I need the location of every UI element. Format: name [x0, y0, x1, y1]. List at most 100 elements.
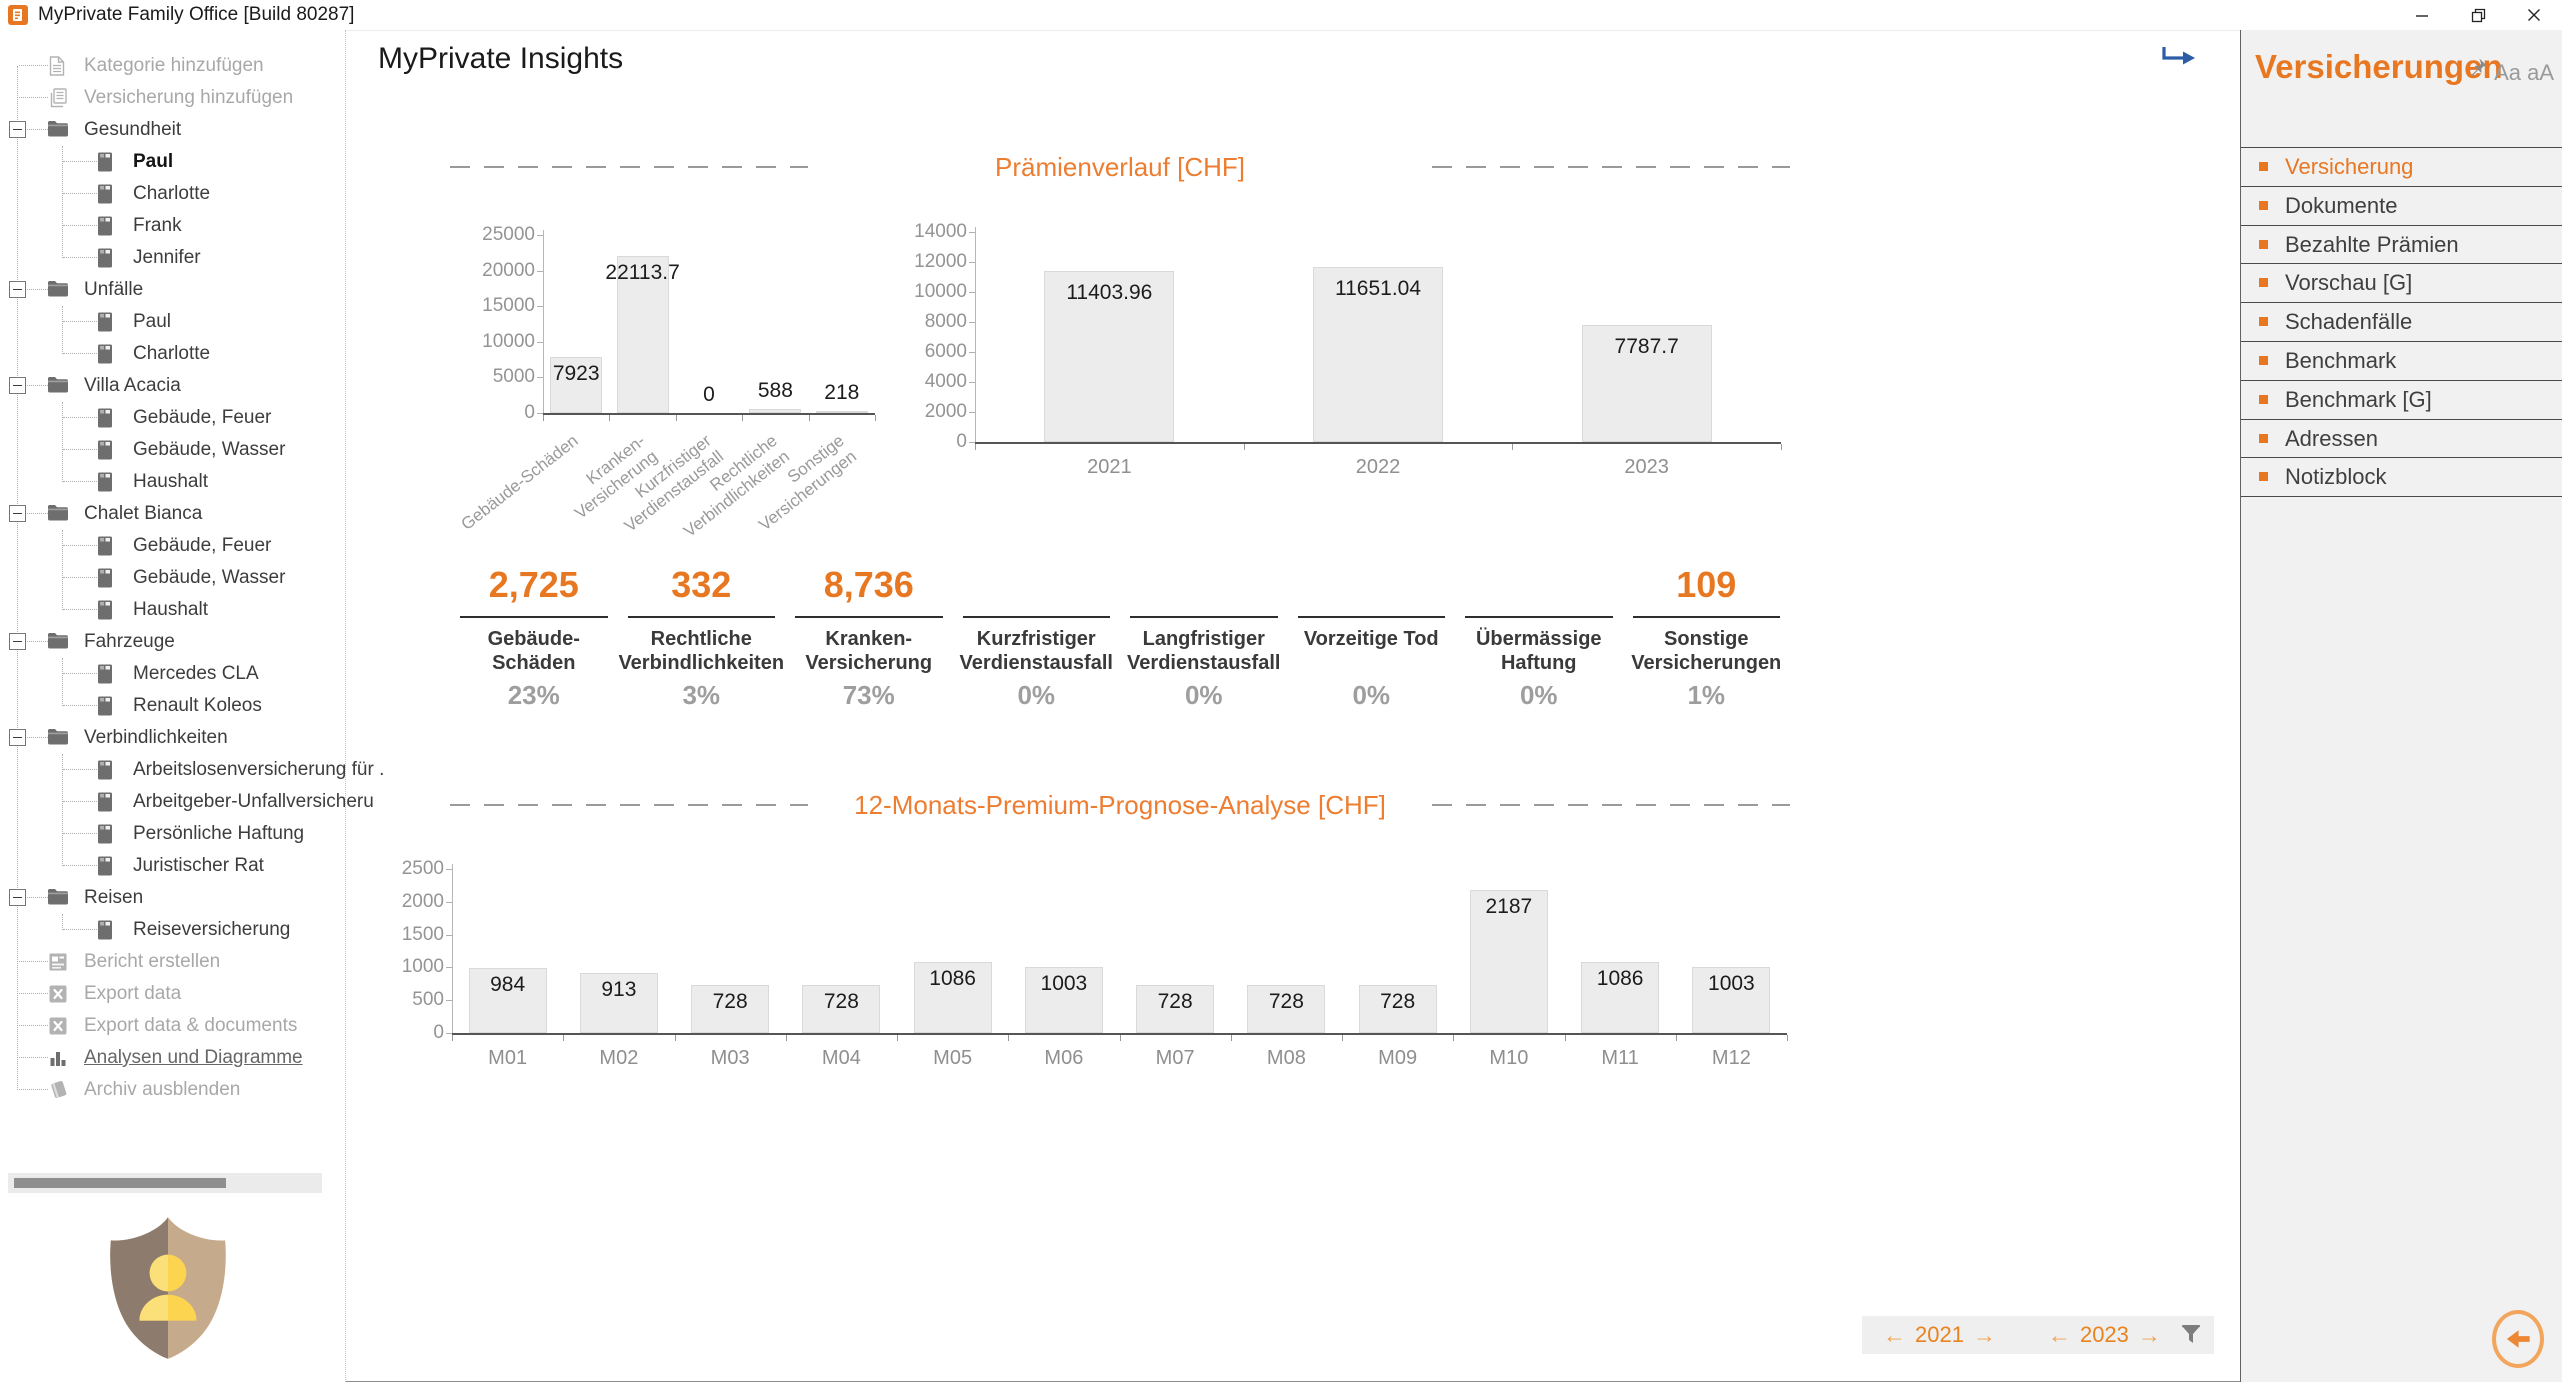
tree-item-frank[interactable]: Frank	[0, 210, 343, 242]
dashed-rule	[1432, 166, 1790, 168]
y-axis-tick	[446, 869, 452, 870]
tree-item-verbindlichkeiten[interactable]: Verbindlichkeiten	[0, 722, 343, 754]
collapse-toggle-icon[interactable]	[9, 281, 26, 298]
restore-button[interactable]	[2450, 0, 2506, 30]
menu-item-adressen[interactable]: Adressen	[2241, 420, 2562, 459]
horizontal-scrollbar[interactable]	[8, 1173, 322, 1193]
filter-icon[interactable]	[2180, 1323, 2202, 1347]
tree-item-fahrzeuge[interactable]: Fahrzeuge	[0, 626, 343, 658]
tree-item-charlotte[interactable]: Charlotte	[0, 338, 343, 370]
collapse-toggle-icon[interactable]	[9, 633, 26, 650]
stat-label: Kranken-Versicherung	[805, 628, 933, 674]
section-title-premium-history: Prämienverlauf [CHF]	[995, 151, 1245, 182]
x-axis-tick	[1008, 1035, 1010, 1041]
menu-item-vorschau-g[interactable]: Vorschau [G]	[2241, 264, 2562, 304]
minimize-button[interactable]	[2394, 0, 2450, 30]
next-year-to-button[interactable]: →	[2137, 1321, 2161, 1348]
bar-geb-ude-sch-den	[550, 356, 603, 413]
add-insurance-icon	[48, 88, 68, 108]
tree-item-jennifer[interactable]: Jennifer	[0, 242, 343, 274]
tree-item-reiseversicherung[interactable]: Reiseversicherung	[0, 914, 343, 946]
scrollbar-thumb[interactable]	[14, 1178, 226, 1188]
tree-item-geb-ude-feuer[interactable]: Gebäude, Feuer	[0, 402, 343, 434]
menu-item-versicherung[interactable]: Versicherung	[2241, 147, 2562, 187]
tree-item-charlotte[interactable]: Charlotte	[0, 178, 343, 210]
y-axis-tick	[969, 382, 975, 383]
forward-arrow-icon[interactable]	[2152, 40, 2198, 76]
y-axis-tick-label: 10000	[914, 281, 967, 302]
tree-item-chalet-bianca[interactable]: Chalet Bianca	[0, 498, 343, 530]
tree-item-geb-ude-wasser[interactable]: Gebäude, Wasser	[0, 562, 343, 594]
collapse-toggle-icon[interactable]	[9, 121, 26, 138]
x-axis-category-label: M03	[710, 1047, 750, 1069]
menu-item-benchmark-g[interactable]: Benchmark [G]	[2241, 381, 2562, 420]
bullet-icon	[2259, 355, 2268, 365]
policy-icon	[97, 472, 117, 492]
tree-item-geb-ude-wasser[interactable]: Gebäude, Wasser	[0, 434, 343, 466]
bullet-icon	[2259, 278, 2268, 288]
tree-item-kategorie-hinzuf-gen[interactable]: Kategorie hinzufügen	[0, 50, 343, 82]
stat-rule	[1130, 616, 1278, 618]
tree-item-haushalt[interactable]: Haushalt	[0, 466, 343, 498]
tree-item-arbeitslosenversicherung-f-r[interactable]: Arbeitslosenversicherung für .	[0, 754, 384, 786]
tree-item-haushalt[interactable]: Haushalt	[0, 594, 343, 626]
menu-item-schadenf-lle[interactable]: Schadenfälle	[2241, 303, 2562, 342]
tree-item-juristischer-rat[interactable]: Juristischer Rat	[0, 850, 343, 882]
policy-icon	[97, 248, 117, 268]
prev-year-to-button[interactable]: ←	[2047, 1321, 2071, 1348]
tree-item-gesundheit[interactable]: Gesundheit	[0, 114, 343, 146]
tree-item-unf-lle[interactable]: Unfälle	[0, 274, 343, 306]
bar-value-label: 218	[824, 381, 860, 405]
tree-item-pers-nliche-haftung[interactable]: Persönliche Haftung	[0, 818, 343, 850]
x-axis	[975, 442, 1781, 444]
tree-connector	[63, 193, 97, 194]
tree-item-renault-koleos[interactable]: Renault Koleos	[0, 690, 343, 722]
tree-item-label: Frank	[133, 215, 182, 236]
tree-item-archiv-ausblenden[interactable]: Archiv ausblenden	[0, 1074, 343, 1106]
collapse-toggle-icon[interactable]	[9, 889, 26, 906]
collapse-toggle-icon[interactable]	[9, 377, 26, 394]
tree-item-arbeitgeber-unfallversicheru[interactable]: Arbeitgeber-Unfallversicheru	[0, 786, 374, 818]
collapse-toggle-icon[interactable]	[9, 729, 26, 746]
pin-icon[interactable]	[2465, 56, 2489, 85]
menu-item-notizblock[interactable]: Notizblock	[2241, 458, 2562, 498]
tree-item-mercedes-cla[interactable]: Mercedes CLA	[0, 658, 343, 690]
year-from: 2021	[1915, 1322, 1964, 1347]
x-axis-tick	[675, 415, 677, 421]
bar-value-label: 588	[757, 378, 793, 402]
font-size-toggle[interactable]: Aa aA	[2494, 60, 2554, 85]
tree-item-analysen-und-diagramme[interactable]: Analysen und Diagramme	[0, 1042, 343, 1074]
y-axis	[452, 864, 453, 1033]
tree-item-paul[interactable]: Paul	[0, 146, 343, 178]
x-axis-tick	[1564, 1035, 1566, 1041]
tree-connector	[62, 402, 63, 482]
y-axis	[975, 227, 976, 442]
next-year-from-button[interactable]: →	[1972, 1321, 1996, 1348]
menu-item-bezahlte-pr-mien[interactable]: Bezahlte Prämien	[2241, 226, 2562, 265]
tree-item-export-data-documents[interactable]: Export data & documents	[0, 1010, 343, 1042]
bar-2022	[1313, 267, 1443, 442]
x-axis	[452, 1033, 1787, 1035]
policy-icon	[97, 536, 117, 556]
tree-item-geb-ude-feuer[interactable]: Gebäude, Feuer	[0, 530, 343, 562]
tree-item-versicherung-hinzuf-gen[interactable]: Versicherung hinzufügen	[0, 82, 343, 114]
tree-item-bericht-erstellen[interactable]: Bericht erstellen	[0, 946, 343, 978]
tree-item-villa-acacia[interactable]: Villa Acacia	[0, 370, 343, 402]
tree-connector	[63, 481, 97, 482]
back-button[interactable]	[2492, 1310, 2544, 1368]
x-axis-tick	[452, 1035, 453, 1041]
bar-value-label: 1003	[1708, 972, 1755, 996]
bar-m09	[1358, 985, 1437, 1033]
bar-value-label: 913	[601, 978, 637, 1002]
prev-year-from-button[interactable]: ←	[1883, 1321, 1906, 1348]
tree-connector	[62, 530, 63, 610]
collapse-toggle-icon[interactable]	[9, 505, 26, 522]
tree-item-reisen[interactable]: Reisen	[0, 882, 343, 914]
menu-item-benchmark[interactable]: Benchmark	[2241, 342, 2562, 381]
app-logo-shield	[100, 1202, 236, 1374]
tree-item-export-data[interactable]: Export data	[0, 978, 343, 1010]
tree-connector	[63, 865, 97, 866]
tree-item-paul[interactable]: Paul	[0, 306, 343, 338]
close-button[interactable]	[2506, 0, 2562, 30]
menu-item-dokumente[interactable]: Dokumente	[2241, 187, 2562, 226]
